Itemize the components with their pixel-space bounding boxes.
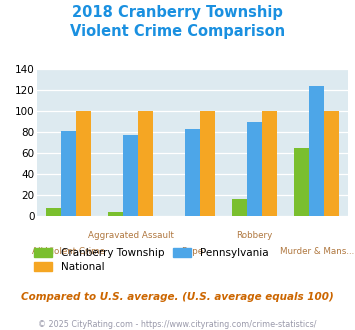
Bar: [324, 111, 339, 216]
Text: © 2025 CityRating.com - https://www.cityrating.com/crime-statistics/: © 2025 CityRating.com - https://www.city…: [38, 320, 317, 329]
Text: Murder & Mans...: Murder & Mans...: [280, 248, 354, 256]
Text: Aggravated Assault: Aggravated Assault: [88, 231, 173, 240]
Bar: [310, 86, 324, 216]
Bar: [262, 111, 277, 216]
Bar: [138, 111, 153, 216]
Bar: [123, 135, 138, 216]
Bar: [294, 148, 310, 216]
Legend: Cranberry Township, National, Pennsylvania: Cranberry Township, National, Pennsylvan…: [34, 248, 268, 272]
Bar: [247, 122, 262, 216]
Bar: [185, 129, 200, 216]
Text: 2018 Cranberry Township
Violent Crime Comparison: 2018 Cranberry Township Violent Crime Co…: [70, 5, 285, 39]
Bar: [232, 199, 247, 216]
Text: Robbery: Robbery: [236, 231, 273, 240]
Bar: [108, 212, 123, 216]
Text: Rape: Rape: [181, 248, 204, 256]
Bar: [61, 131, 76, 216]
Bar: [200, 111, 215, 216]
Text: All Violent Crime: All Violent Crime: [32, 248, 105, 256]
Bar: [76, 111, 91, 216]
Bar: [46, 208, 61, 216]
Text: Compared to U.S. average. (U.S. average equals 100): Compared to U.S. average. (U.S. average …: [21, 292, 334, 302]
